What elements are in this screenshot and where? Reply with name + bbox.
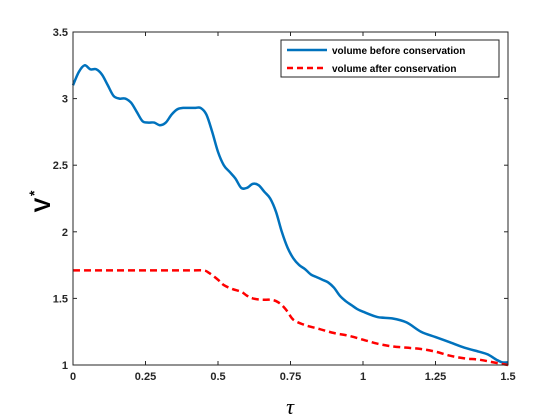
x-tick-label: 0: [70, 371, 76, 383]
y-tick-label: 1: [62, 360, 68, 372]
x-tick-label: 0.25: [135, 371, 156, 383]
y-axis-label-text: V: [30, 197, 55, 212]
x-tick-label: 0.75: [280, 371, 301, 383]
legend-label-after: volume after conservation: [332, 64, 456, 75]
x-axis-label: τ: [286, 394, 295, 419]
y-tick-label: 2: [62, 227, 68, 239]
tick-layer: 0 0.25 0.5 0.75 1 1.25 1.5 1 1.5 2 2.5 3 3.5: [53, 27, 516, 383]
x-tick-label: 1.25: [425, 371, 446, 383]
y-tick-label: 3: [62, 94, 68, 106]
legend-box: [280, 39, 500, 78]
x-tick-label: 0.5: [210, 371, 225, 383]
legend: volume before conservation volume after …: [280, 39, 500, 78]
plot-area: [73, 32, 508, 365]
y-tick-label: 1.5: [53, 293, 68, 305]
legend-label-before: volume before conservation: [332, 46, 465, 57]
y-tick-label: 2.5: [53, 160, 68, 172]
y-tick-label: 3.5: [53, 27, 68, 39]
x-tick-label: 1.5: [500, 371, 515, 383]
x-tick-label: 1: [360, 371, 366, 383]
series-layer: [71, 64, 509, 367]
y-axis-label: V *: [26, 190, 55, 212]
series-line-after-conservation: [73, 268, 509, 367]
y-axis-label-superscript: *: [26, 190, 42, 196]
series-line-before-conservation: [71, 64, 509, 364]
